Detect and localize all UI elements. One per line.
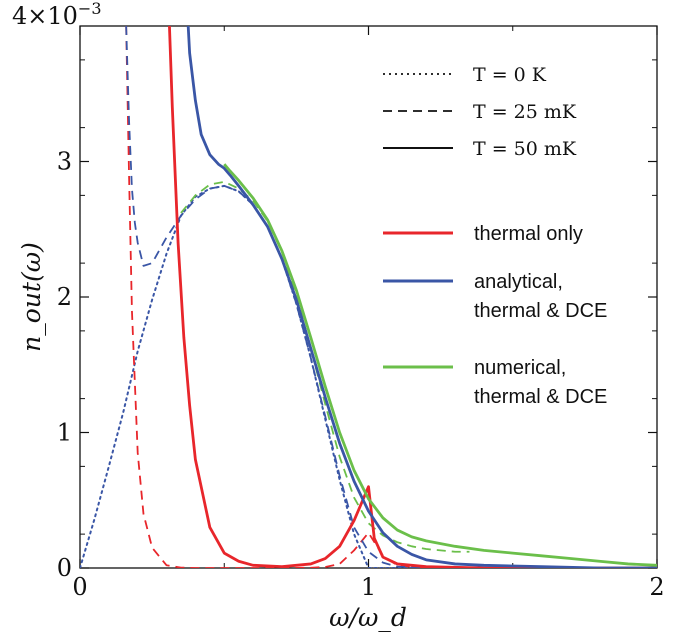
- legend-temperature-label: T = 25 mK: [473, 101, 577, 123]
- legend-temperature-label: T = 0 K: [473, 64, 547, 86]
- tick-labels: 0 1 2 0 1 2 3: [57, 148, 665, 602]
- x-tick-label: 1: [361, 573, 376, 601]
- legend-temperature-label: T = 50 mK: [473, 138, 577, 160]
- axis-ticks: [79, 26, 658, 569]
- series-line-numerical-thermal-dce-dashed: [180, 180, 470, 553]
- y-tick-label: 3: [57, 148, 72, 176]
- y-scale-mantissa: 4×10: [12, 2, 78, 30]
- legend-model-label: thermal & DCE: [474, 300, 607, 322]
- legend: T = 0 K T = 25 mK T = 50 mK thermal only ana…: [383, 64, 607, 408]
- legend-model-label: thermal only: [474, 223, 583, 245]
- series-line-numerical-thermal-dce-solid: [223, 163, 657, 567]
- y-tick-label: 0: [57, 554, 72, 582]
- legend-model-label: thermal & DCE: [474, 386, 607, 408]
- legend-model-label: numerical,: [474, 357, 566, 379]
- y-scale-exponent: −3: [78, 0, 102, 18]
- y-scale-label: 4×10−3: [12, 0, 102, 30]
- y-tick-label: 1: [57, 419, 72, 447]
- x-axis-label: ω/ω_d: [329, 603, 407, 632]
- x-tick-label: 2: [649, 573, 664, 601]
- series-line-thermal-only-solid: [168, 26, 657, 568]
- series-line-analytical-thermal-dce-solid: [186, 26, 657, 568]
- y-tick-label: 2: [57, 283, 72, 311]
- y-axis-label: n_out(ω): [17, 242, 46, 352]
- series-layer: [80, 26, 657, 568]
- x-tick-label: 0: [72, 573, 87, 601]
- series-line-thermal-only-dashed: [125, 26, 657, 568]
- series-line-analytical-thermal-dce-dashed: [125, 26, 657, 568]
- legend-model-label: analytical,: [474, 271, 563, 293]
